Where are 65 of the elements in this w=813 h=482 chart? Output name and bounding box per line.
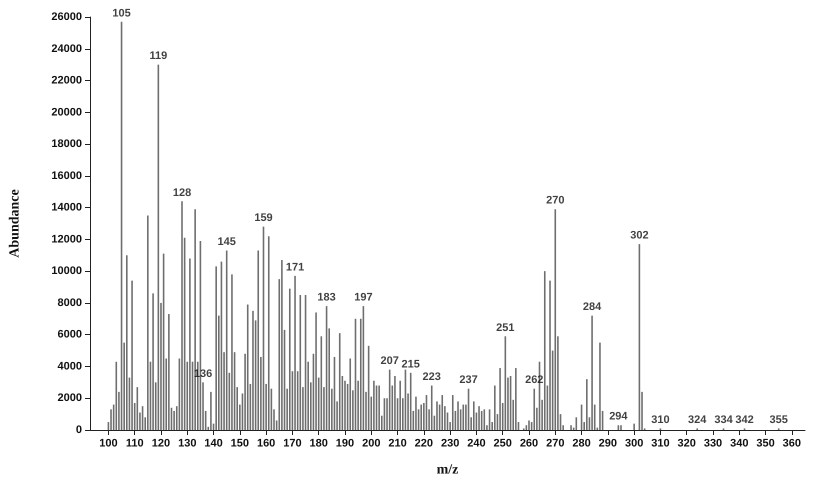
x-tick-label: 230: [440, 438, 460, 450]
x-tick-label: 250: [494, 438, 512, 450]
annotation: 284: [582, 301, 602, 314]
x-tick-label: 170: [283, 438, 302, 450]
annotation: 302: [630, 230, 649, 242]
annotation: 310: [651, 414, 670, 426]
x-tick-label: 180: [310, 438, 328, 450]
annotation: 119: [149, 50, 168, 62]
y-tick-label: 4000: [58, 360, 82, 372]
x-tick-label: 150: [230, 438, 250, 450]
x-tick-label: 260: [520, 438, 538, 450]
y-tick-label: 12000: [51, 233, 82, 246]
annotation: 270: [546, 194, 564, 207]
x-tick-label: 160: [256, 438, 276, 450]
x-tick-label: 350: [756, 438, 775, 450]
annotation: 145: [218, 236, 236, 248]
y-tick-label: 10000: [51, 265, 82, 278]
y-tick-label: 0: [76, 424, 82, 436]
x-tick-label: 280: [572, 438, 591, 450]
x-tick-label: 320: [678, 438, 696, 450]
x-tick-label: 360: [782, 438, 802, 450]
x-tick-label: 310: [651, 438, 670, 450]
x-tick-label: 270: [546, 438, 564, 450]
x-tick-label: 340: [730, 438, 748, 450]
annotation: 251: [496, 322, 515, 334]
annotation: 171: [286, 261, 304, 274]
annotation: 324: [688, 414, 708, 426]
annotation: 342: [735, 414, 754, 426]
x-tick-label: 240: [467, 438, 486, 450]
x-tick-label: 220: [414, 438, 434, 450]
x-tick-label: 330: [704, 438, 722, 450]
x-tick-label: 200: [362, 438, 380, 450]
annotation: 237: [459, 374, 478, 386]
y-tick-label: 16000: [51, 170, 82, 182]
annotation: 128: [172, 186, 192, 199]
y-axis-title: Abundance: [8, 189, 22, 258]
y-tick-label: 20000: [51, 106, 82, 118]
x-tick-label: 210: [388, 438, 407, 450]
x-tick-label: 130: [178, 438, 196, 450]
x-axis-title: m/z: [436, 462, 458, 478]
y-tick-label: 6000: [58, 328, 82, 341]
x-tick-label: 120: [152, 438, 170, 450]
y-tick-label: 24000: [51, 42, 82, 55]
annotation: 197: [354, 292, 373, 304]
y-tick-label: 18000: [51, 138, 82, 150]
annotation: 159: [254, 212, 273, 224]
y-tick-label: 26000: [51, 11, 82, 23]
y-tick-label: 8000: [58, 296, 82, 309]
annotation: 355: [770, 414, 788, 426]
annotation: 105: [112, 7, 131, 20]
annotation: 183: [317, 292, 336, 304]
x-tick-label: 110: [126, 438, 144, 450]
x-tick-label: 290: [598, 438, 618, 450]
annotation: 223: [422, 371, 441, 384]
annotation: 294: [609, 410, 628, 423]
x-tick-label: 140: [204, 438, 223, 450]
annotation: 215: [402, 358, 420, 370]
y-tick-label: 22000: [51, 74, 82, 87]
x-tick-label: 190: [336, 438, 354, 450]
x-tick-label: 300: [624, 438, 644, 450]
y-tick-label: 14000: [51, 202, 82, 214]
x-tick-label: 100: [99, 438, 118, 450]
y-tick-label: 2000: [58, 392, 82, 404]
annotation: 334: [714, 414, 734, 426]
annotation: 207: [380, 355, 399, 368]
